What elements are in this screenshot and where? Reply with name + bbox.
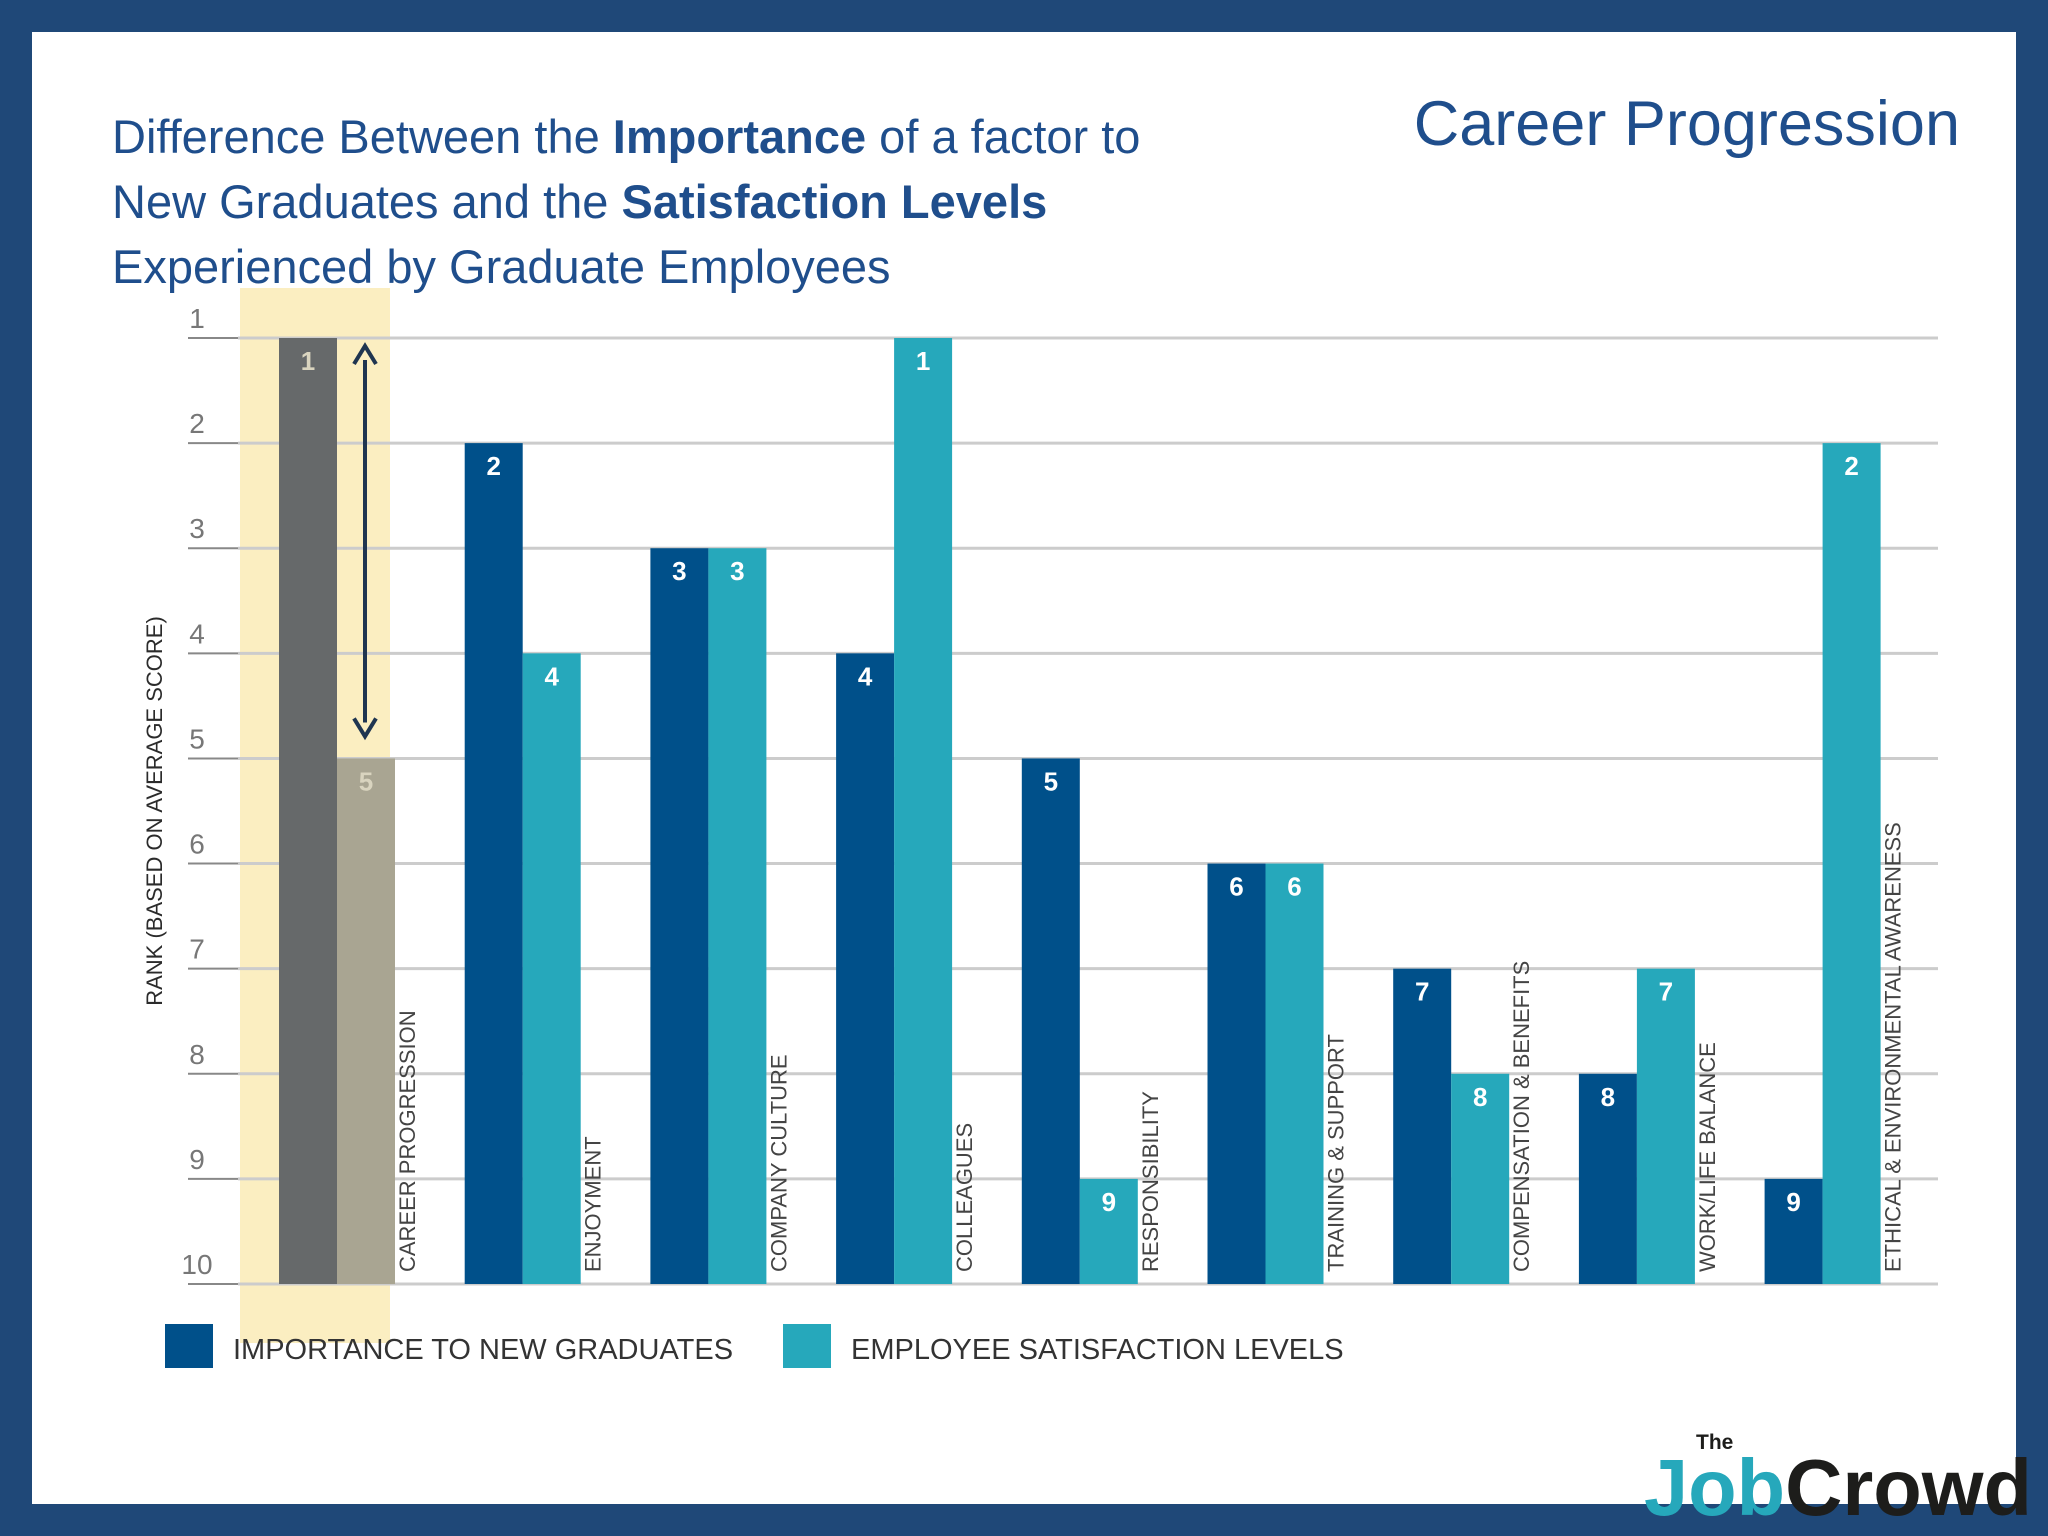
data-label-importance-2: 2 [486,451,500,481]
bar-satisfaction-4 [894,338,953,1284]
legend-swatch-satisfaction [783,1324,831,1368]
y-tick-label-9: 9 [189,1144,205,1175]
rank-bar-chart: 1 2 3 4 5 6 7 8 9 10 RANK (BASED ON AVERAGE SCORE)… [142,288,1938,1368]
logo-the: The [1696,1431,1733,1454]
y-tick-label-6: 6 [189,829,205,860]
category-label-8: WORK/LIFE BALANCE [1695,1042,1720,1272]
category-label-2: ENJOYMENT [581,1136,606,1272]
jobcrowd-logo: The JobCrowd [1644,1431,2032,1527]
y-tick-label-4: 4 [189,618,205,649]
data-label-satisfaction-7: 8 [1473,1082,1487,1112]
bar-satisfaction-3 [708,548,767,1284]
data-label-satisfaction-2: 4 [544,661,559,691]
bar-importance-1 [279,338,337,1284]
data-label-importance-7: 7 [1415,977,1429,1007]
data-label-satisfaction-3: 3 [730,556,744,586]
bar-satisfaction-5 [1079,1178,1138,1284]
data-label-importance-4: 4 [858,661,873,691]
bar-importance-6 [1207,863,1266,1284]
data-label-satisfaction-9: 2 [1844,451,1858,481]
category-label-5: RESPONSIBILITY [1138,1091,1163,1272]
section-title: Career Progression [1413,89,1960,159]
data-label-importance-6: 6 [1229,872,1243,902]
category-label-1: CAREER PROGRESSION [395,1010,420,1272]
bar-importance-4 [836,653,895,1284]
data-label-satisfaction-6: 6 [1287,872,1301,902]
y-tick-label-7: 7 [189,934,205,965]
bar-importance-5 [1021,758,1080,1284]
svg-text:JobCrowd: JobCrowd [1644,1443,2032,1527]
y-axis-label: RANK (BASED ON AVERAGE SCORE) [142,616,167,1006]
category-label-3: COMPANY CULTURE [766,1054,791,1272]
category-label-9: ETHICAL & ENVIRONMENTAL AWARENESS [1881,822,1906,1272]
chart-title: Difference Between the Importance of a f… [112,110,1141,293]
legend-label-importance: IMPORTANCE TO NEW GRADUATES [233,1334,733,1366]
data-label-importance-1: 1 [301,346,315,376]
category-label-7: COMPENSATION & BENEFITS [1509,961,1534,1272]
data-label-satisfaction-1: 5 [359,766,373,796]
bar-importance-7 [1393,968,1452,1284]
bar-satisfaction-2 [522,653,581,1284]
bar-satisfaction-8 [1636,968,1695,1284]
y-tick-label-3: 3 [189,513,205,544]
bar-importance-2 [464,443,523,1285]
y-tick-label-1: 1 [189,303,205,334]
slide: Difference Between the Importance of a f… [32,32,2032,1527]
legend-label-satisfaction: EMPLOYEE SATISFACTION LEVELS [851,1334,1344,1366]
y-tick-label-2: 2 [189,408,205,439]
gap-arrow-head-down [352,717,378,741]
bar-satisfaction-6 [1265,863,1324,1284]
logo-crowd: Crowd [1785,1443,2032,1527]
data-label-importance-9: 9 [1786,1187,1800,1217]
bar-satisfaction-9 [1822,443,1881,1285]
category-label-6: TRAINING & SUPPORT [1324,1034,1349,1272]
y-tick-label-8: 8 [189,1039,205,1070]
data-label-satisfaction-8: 7 [1659,977,1673,1007]
data-label-importance-5: 5 [1044,766,1058,796]
legend-swatch-importance [165,1324,213,1368]
bar-satisfaction-1 [337,758,395,1284]
logo-job: Job [1644,1443,1785,1527]
bar-satisfaction-7 [1451,1073,1510,1284]
category-label-4: COLLEAGUES [952,1123,977,1272]
y-tick-label-10: 10 [181,1249,212,1280]
bar-importance-3 [650,548,709,1284]
y-tick-label-5: 5 [189,723,205,754]
data-label-importance-3: 3 [672,556,686,586]
bar-importance-8 [1578,1073,1637,1284]
bar-importance-9 [1764,1178,1823,1284]
gap-arrow-head-up [352,342,378,366]
data-label-satisfaction-5: 9 [1102,1187,1116,1217]
data-label-satisfaction-4: 1 [916,346,930,376]
data-label-importance-8: 8 [1601,1082,1615,1112]
